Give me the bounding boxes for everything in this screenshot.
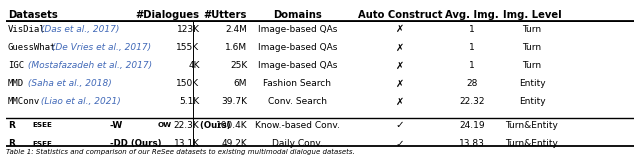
Text: Turn: Turn — [522, 43, 541, 52]
Text: Domains: Domains — [273, 10, 322, 20]
Text: Image-based QAs: Image-based QAs — [258, 61, 337, 70]
Text: MMConv: MMConv — [8, 97, 40, 106]
Text: Image-based QAs: Image-based QAs — [258, 43, 337, 52]
Text: Img. Level: Img. Level — [502, 10, 561, 20]
Text: 123K: 123K — [177, 25, 200, 34]
Text: 5.1K: 5.1K — [179, 97, 200, 106]
Text: Turn&Entity: Turn&Entity — [506, 121, 559, 130]
Text: (Saha et al., 2018): (Saha et al., 2018) — [24, 79, 111, 88]
Text: -DD (Ours): -DD (Ours) — [109, 139, 161, 148]
Text: ✗: ✗ — [396, 97, 404, 107]
Text: Image-based QAs: Image-based QAs — [258, 25, 337, 34]
Text: R: R — [8, 121, 15, 130]
Text: MMD: MMD — [8, 79, 24, 88]
Text: Datasets: Datasets — [8, 10, 58, 20]
Text: Turn: Turn — [522, 25, 541, 34]
Text: Turn: Turn — [522, 61, 541, 70]
Text: (De Vries et al., 2017): (De Vries et al., 2017) — [49, 43, 151, 52]
Text: IGC: IGC — [8, 61, 24, 70]
Text: (Das et al., 2017): (Das et al., 2017) — [38, 25, 119, 34]
Text: 2.4M: 2.4M — [225, 25, 247, 34]
Text: Fashion Search: Fashion Search — [264, 79, 332, 88]
Text: Know.-based Conv.: Know.-based Conv. — [255, 121, 340, 130]
Text: ✗: ✗ — [396, 42, 404, 52]
Text: 6M: 6M — [234, 79, 247, 88]
Text: 28: 28 — [466, 79, 477, 88]
Text: 1: 1 — [469, 43, 475, 52]
Text: ✗: ✗ — [396, 24, 404, 34]
Text: 155K: 155K — [177, 43, 200, 52]
Text: R: R — [8, 139, 15, 148]
Text: GuessWhat: GuessWhat — [8, 43, 56, 52]
Text: 22.3K: 22.3K — [174, 121, 200, 130]
Text: 150K: 150K — [177, 79, 200, 88]
Text: Auto Construct: Auto Construct — [358, 10, 442, 20]
Text: (Mostafazadeh et al., 2017): (Mostafazadeh et al., 2017) — [24, 61, 152, 70]
Text: (Liao et al., 2021): (Liao et al., 2021) — [38, 97, 121, 106]
Text: ESEE: ESEE — [32, 141, 52, 147]
Text: #Utters: #Utters — [204, 10, 247, 20]
Text: 13.83: 13.83 — [459, 139, 484, 148]
Text: Entity: Entity — [518, 79, 545, 88]
Text: ✗: ✗ — [396, 79, 404, 89]
Text: ✗: ✗ — [396, 61, 404, 71]
Text: -W: -W — [109, 121, 123, 130]
Text: Turn&Entity: Turn&Entity — [506, 139, 559, 148]
Text: 39.7K: 39.7K — [221, 97, 247, 106]
Text: 4K: 4K — [188, 61, 200, 70]
Text: ✓: ✓ — [396, 139, 404, 149]
Text: VisDial: VisDial — [8, 25, 45, 34]
Text: 1.6M: 1.6M — [225, 43, 247, 52]
Text: Entity: Entity — [518, 97, 545, 106]
Text: 49.2K: 49.2K — [221, 139, 247, 148]
Text: 13.1K: 13.1K — [173, 139, 200, 148]
Text: OW: OW — [158, 122, 172, 128]
Text: ✓: ✓ — [396, 120, 404, 130]
Text: 24.19: 24.19 — [459, 121, 484, 130]
Text: Conv. Search: Conv. Search — [268, 97, 327, 106]
Text: 1: 1 — [469, 61, 475, 70]
Text: Avg. Img.: Avg. Img. — [445, 10, 499, 20]
Text: 1: 1 — [469, 25, 475, 34]
Text: Daily Conv.: Daily Conv. — [272, 139, 323, 148]
Text: 100.4K: 100.4K — [216, 121, 247, 130]
Text: 25K: 25K — [230, 61, 247, 70]
Text: #Dialogues: #Dialogues — [136, 10, 200, 20]
Text: ESEE: ESEE — [32, 122, 52, 128]
Text: (Ours): (Ours) — [197, 121, 230, 130]
Text: Table 1: Statistics and comparison of our ReSee datasets to existing multimodal : Table 1: Statistics and comparison of ou… — [6, 149, 355, 155]
Text: 22.32: 22.32 — [459, 97, 484, 106]
